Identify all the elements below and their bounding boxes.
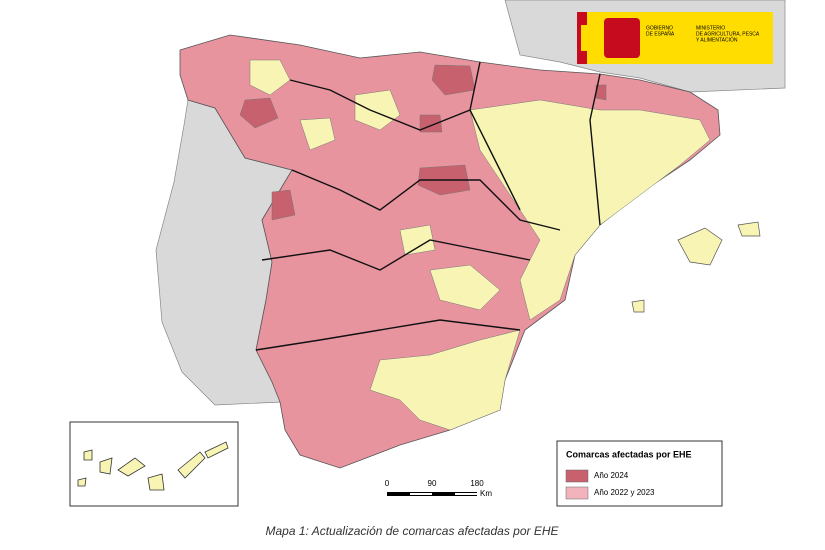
scale-tick-label: 90 xyxy=(428,479,437,488)
scale-segment xyxy=(410,493,432,495)
canary-inset xyxy=(69,421,239,507)
legend-title: Comarcas afectadas por EHE xyxy=(566,449,692,459)
logo-text: GOBIERNO xyxy=(646,25,673,31)
scale-tick-label: 0 xyxy=(385,479,390,488)
scale-segment xyxy=(455,493,477,495)
scale-unit: Km xyxy=(480,489,492,498)
logo-coat-of-arms xyxy=(604,18,640,58)
legend-items: Año 2024 Año 2022 y 2023 xyxy=(565,469,655,500)
unaffected-regions xyxy=(249,59,711,431)
legend-swatch xyxy=(565,486,589,500)
legend-label: Año 2024 xyxy=(594,471,629,480)
canary-islands xyxy=(77,441,229,491)
logo-text: DE AGRICULTURA, PESCA xyxy=(696,31,760,37)
scale-tick-label: 180 xyxy=(470,479,484,488)
caption: Mapa 1: Actualización de comarcas afecta… xyxy=(265,524,559,538)
balearic-islands xyxy=(631,221,761,313)
legend-label: Año 2022 y 2023 xyxy=(594,488,655,497)
logo-text: MINISTERIO xyxy=(696,25,725,31)
region-borders xyxy=(255,61,601,351)
logo-flag-band xyxy=(581,25,587,51)
logo-text: Y ALIMENTACIÓN xyxy=(696,36,738,43)
logo-text: DE ESPAÑA xyxy=(646,30,675,37)
legend-swatch xyxy=(565,469,589,483)
